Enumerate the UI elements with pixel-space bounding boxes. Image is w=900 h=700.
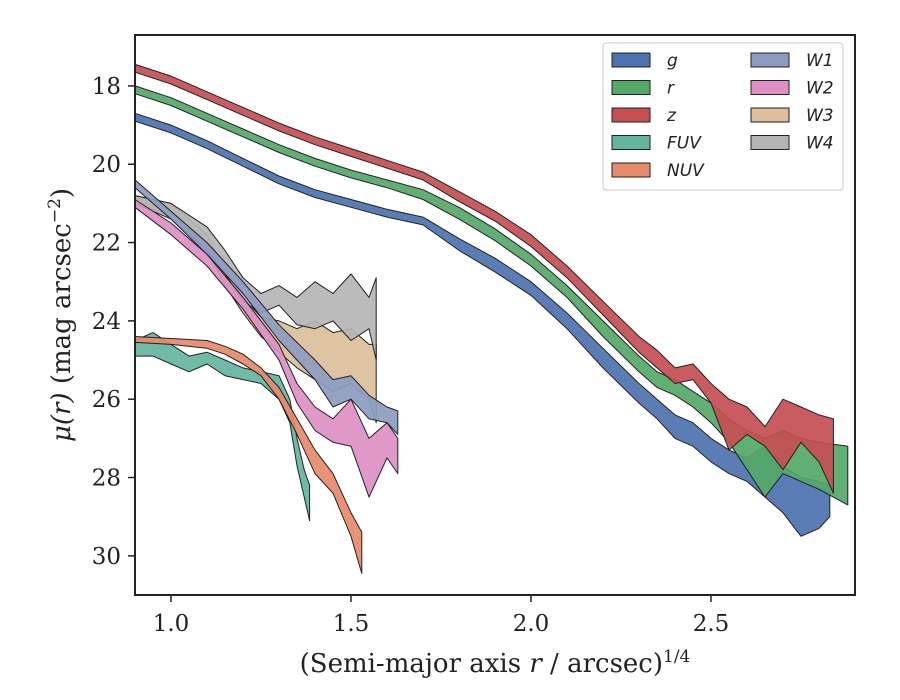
legend-label-w4: W4 <box>806 134 834 154</box>
legend-box <box>602 42 844 191</box>
bands-layer <box>134 63 849 574</box>
legend-label-z: z <box>666 106 677 126</box>
legend-swatch-w3 <box>750 107 790 123</box>
x-tick-label: 1.5 <box>333 611 370 637</box>
legend-label-w1: W1 <box>806 51 834 71</box>
plot-frame <box>134 34 856 596</box>
x-tick-label: 1.0 <box>153 611 190 637</box>
band-nuv <box>134 336 363 574</box>
x-axis-title: (Semi-major axis r / arcsec)1/4 <box>300 647 691 679</box>
y-tick-label: 26 <box>92 387 121 413</box>
x-tick-label: 2.5 <box>693 611 730 637</box>
legend-label-nuv: NUV <box>667 161 705 181</box>
y-axis: 18 20 22 24 26 28 30 <box>92 74 135 570</box>
legend-label-w2: W2 <box>806 79 834 99</box>
legend: grz FUV NUV W1 W2 W3 W4 <box>602 42 844 191</box>
legend-label-g: g <box>667 51 678 71</box>
legend-swatch-w4 <box>750 135 790 150</box>
band-z <box>134 63 834 494</box>
x-tick-label: 2.0 <box>513 611 550 637</box>
y-tick-label: 24 <box>92 309 121 335</box>
y-tick-label: 22 <box>92 231 121 257</box>
y-tick-label: 20 <box>92 152 121 178</box>
band-w2 <box>134 199 399 498</box>
legend-swatch-w1 <box>750 52 790 68</box>
legend-swatch-w2 <box>750 80 790 95</box>
y-axis-title: μ(r) (mag arcsec−2) <box>45 188 77 442</box>
y-tick-label: 28 <box>92 466 121 492</box>
band-r <box>134 85 849 506</box>
y-tick-label: 18 <box>92 74 121 100</box>
legend-swatch-z <box>611 107 651 123</box>
y-tick-label: 30 <box>92 544 121 570</box>
legend-label-fuv: FUV <box>667 134 702 154</box>
legend-label-r: r <box>667 79 675 99</box>
legend-swatch-fuv <box>611 135 651 150</box>
legend-swatch-r <box>611 80 651 95</box>
x-axis: 1.0 1.5 2.0 2.5 <box>153 595 730 637</box>
legend-label-w3: W3 <box>806 106 834 126</box>
band-w1 <box>134 179 399 435</box>
band-g <box>134 112 831 537</box>
legend-swatch-nuv <box>611 162 651 178</box>
legend-swatch-g <box>611 52 651 68</box>
